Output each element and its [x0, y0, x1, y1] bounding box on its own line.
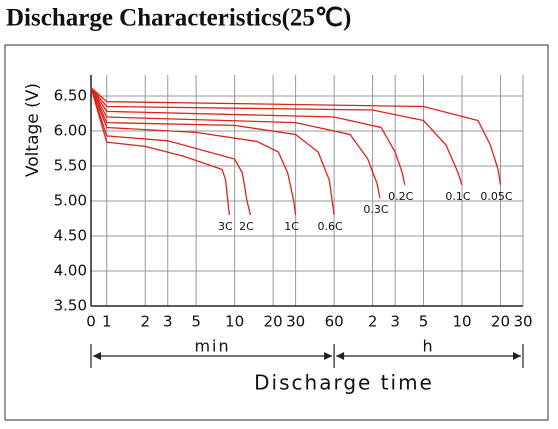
- x-tick-label: 1: [102, 313, 112, 331]
- y-tick-label: 4.00: [54, 262, 87, 280]
- discharge-curve: [90, 87, 297, 216]
- x-axis-label: Discharge time: [254, 371, 434, 395]
- curve-label: 3C: [218, 220, 233, 233]
- discharge-curve: [90, 87, 381, 199]
- y-tick-label: 3.50: [54, 297, 87, 315]
- x-tick-label: 5: [419, 313, 429, 331]
- y-tick-label: 4.50: [54, 227, 87, 245]
- curve-label: 0.3C: [363, 203, 388, 216]
- discharge-curve: [90, 87, 231, 216]
- x-tick-label: 10: [452, 313, 471, 331]
- curve-label: 2C: [239, 220, 254, 233]
- frame: [4, 44, 549, 421]
- x-tick-label: 20: [491, 313, 510, 331]
- unit-label: h: [422, 337, 434, 356]
- x-tick-label: 0: [86, 313, 96, 331]
- x-tick-label: 20: [264, 313, 283, 331]
- x-tick-label: 3: [163, 313, 173, 331]
- y-axis-label: Voltage (V): [23, 83, 43, 177]
- y-tick-label: 6.50: [54, 87, 87, 105]
- unit-label: min: [194, 337, 230, 356]
- chart-title: Discharge Characteristics(25℃): [6, 5, 351, 32]
- x-tick-label: 2: [368, 313, 378, 331]
- curve-label: 1C: [284, 220, 299, 233]
- discharge-curve: [90, 87, 502, 185]
- x-tick-label: 10: [225, 313, 244, 331]
- discharge-curve: [90, 87, 406, 186]
- discharge-curve: [90, 87, 335, 216]
- discharge-curve: [90, 87, 252, 216]
- discharge-curve: [90, 87, 463, 186]
- curve-label: 0.1C: [445, 190, 470, 203]
- curve-label: 0.05C: [480, 190, 512, 203]
- x-tick-label: 60: [325, 313, 344, 331]
- y-tick-label: 5.00: [54, 192, 87, 210]
- x-tick-label: 30: [286, 313, 305, 331]
- x-tick-label: 3: [390, 313, 400, 331]
- x-tick-label: 5: [191, 313, 201, 331]
- curve-label: 0.6C: [318, 220, 343, 233]
- x-tick-label: 2: [140, 313, 150, 331]
- y-tick-label: 5.50: [54, 157, 87, 175]
- y-tick-label: 6.00: [54, 122, 87, 140]
- x-tick-label: 30: [513, 313, 532, 331]
- curve-label: 0.2C: [388, 190, 413, 203]
